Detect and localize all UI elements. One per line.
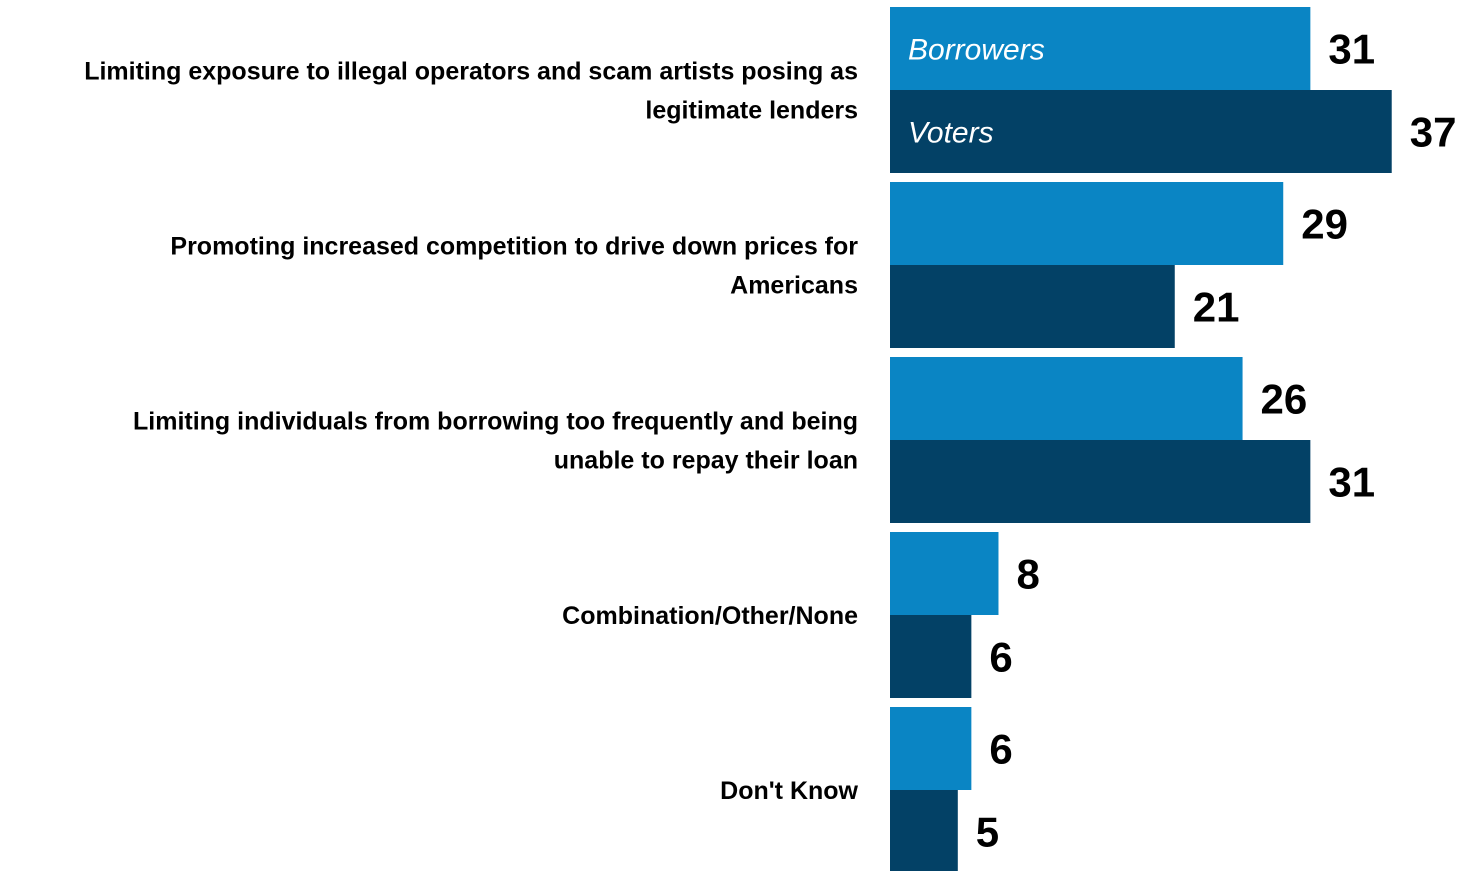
data-label: 21 bbox=[1193, 284, 1240, 331]
data-label: 6 bbox=[989, 726, 1012, 773]
bar-borrowers bbox=[890, 7, 1311, 90]
data-label: 31 bbox=[1328, 26, 1375, 73]
category-label: Don't Know bbox=[720, 777, 858, 805]
bar-voters bbox=[890, 265, 1175, 348]
category-label: legitimate lenders bbox=[645, 97, 858, 125]
category-label: Promoting increased competition to drive… bbox=[170, 233, 858, 261]
category-label: Limiting exposure to illegal operators a… bbox=[84, 58, 858, 86]
data-label: 29 bbox=[1301, 201, 1348, 248]
bar-borrowers bbox=[890, 707, 972, 790]
bar-voters bbox=[890, 615, 972, 698]
category-label: Limiting individuals from borrowing too … bbox=[133, 408, 858, 436]
bar-borrowers bbox=[890, 357, 1243, 440]
data-label: 26 bbox=[1261, 376, 1308, 423]
bar-borrowers bbox=[890, 532, 999, 615]
bar-voters bbox=[890, 90, 1392, 173]
data-label: 37 bbox=[1410, 109, 1457, 156]
series-label-voters: Voters bbox=[908, 117, 994, 150]
data-label: 6 bbox=[989, 634, 1012, 681]
data-label: 8 bbox=[1016, 551, 1039, 598]
category-label: Combination/Other/None bbox=[562, 602, 858, 630]
bar-borrowers bbox=[890, 182, 1284, 265]
series-label-borrowers: Borrowers bbox=[908, 34, 1045, 67]
bar-voters bbox=[890, 440, 1311, 523]
category-label: Americans bbox=[730, 272, 858, 300]
data-label: 5 bbox=[976, 809, 999, 856]
data-label: 31 bbox=[1328, 459, 1375, 506]
category-label: unable to repay their loan bbox=[554, 447, 858, 475]
bar-voters bbox=[890, 790, 958, 871]
